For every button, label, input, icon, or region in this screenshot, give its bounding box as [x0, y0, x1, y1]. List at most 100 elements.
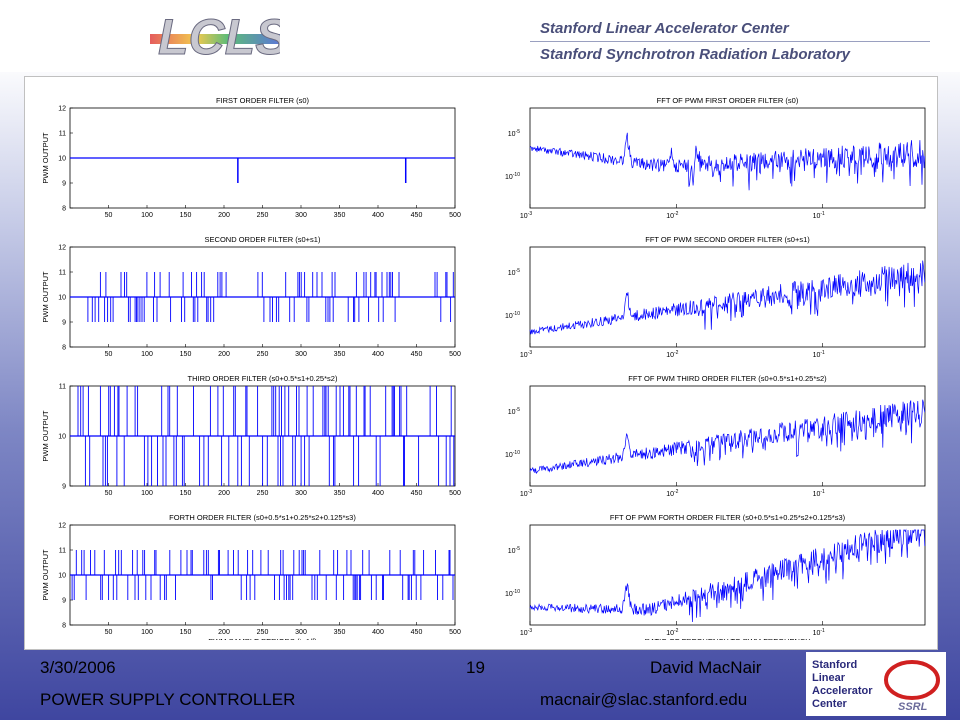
y-tick-label: 9 — [62, 484, 66, 491]
x-tick-label: 100 — [141, 490, 153, 497]
y-tick-label: 12 — [58, 106, 66, 113]
x-tick-label: 10-1 — [813, 489, 825, 498]
x-tick-label: 10-2 — [666, 628, 678, 637]
y-tick-label: 10-10 — [505, 450, 520, 459]
x-tick-label: 500 — [449, 629, 461, 636]
footer-date: 3/30/2006 — [40, 658, 116, 677]
fft-series — [529, 132, 926, 191]
x-tick-label: 300 — [295, 212, 307, 219]
fft-series — [529, 260, 926, 335]
pwm-series — [87, 272, 454, 322]
y-axis-label: PWM OUTPUT — [41, 549, 50, 601]
fft-series — [529, 399, 926, 475]
x-tick-label: 10-1 — [813, 211, 825, 220]
slac-logo-line-3: Accelerator — [812, 685, 873, 697]
x-tick-label: 10-3 — [520, 628, 532, 637]
y-tick-label: 10-10 — [505, 172, 520, 181]
fft-plot-4: FFT OF PWM FORTH ORDER FILTER (s0+0.5*s1… — [505, 513, 926, 640]
ssrl-ring-icon — [884, 660, 940, 700]
x-tick-label: 10-2 — [666, 489, 678, 498]
plot-frame — [529, 246, 926, 348]
pwm-series — [77, 386, 455, 486]
y-tick-label: 12 — [58, 523, 66, 530]
y-tick-label: 10 — [58, 434, 66, 441]
x-tick-label: 100 — [141, 212, 153, 219]
x-tick-label: 50 — [105, 351, 113, 358]
x-tick-label: 250 — [257, 629, 269, 636]
x-tick-label: 400 — [372, 351, 384, 358]
y-tick-label: 10-5 — [508, 129, 520, 138]
x-axis-label: PWM SAMPLE PERIODS (t=1/f) — [208, 637, 317, 640]
y-tick-label: 9 — [62, 181, 66, 188]
x-tick-label: 150 — [180, 629, 192, 636]
y-tick-label: 10-5 — [508, 407, 520, 416]
x-tick-label: 500 — [449, 212, 461, 219]
time-plot-2: SECOND ORDER FILTER (s0+s1) PWM OUTPUT 50 1… — [41, 235, 461, 358]
x-tick-label: 350 — [334, 212, 346, 219]
x-tick-label: 250 — [257, 351, 269, 358]
plot-title: FFT OF PWM FORTH ORDER FILTER (s0+0.5*s1… — [610, 513, 846, 522]
x-tick-label: 100 — [141, 629, 153, 636]
x-tick-label: 450 — [411, 212, 423, 219]
x-tick-label: 500 — [449, 351, 461, 358]
y-tick-label: 11 — [59, 131, 66, 138]
y-tick-label: 10 — [58, 573, 66, 580]
plot-title: SECOND ORDER FILTER (s0+s1) — [205, 235, 321, 244]
y-tick-label: 10-5 — [508, 546, 520, 555]
x-tick-label: 200 — [218, 212, 230, 219]
footer-author: David MacNair — [650, 658, 762, 677]
x-tick-label: 250 — [257, 212, 269, 219]
x-tick-label: 450 — [411, 351, 423, 358]
plot-frame — [529, 524, 926, 626]
y-tick-label: 11 — [59, 384, 66, 391]
fft-plot-2: FFT OF PWM SECOND ORDER FILTER (s0+s1) 10… — [505, 235, 926, 359]
y-tick-label: 11 — [59, 270, 66, 277]
fft-plots: FFT OF PWM FIRST ORDER FILTER (s0) 10-3 10… — [505, 96, 926, 640]
plot-title: FFT OF PWM FIRST ORDER FILTER (s0) — [657, 96, 799, 105]
x-tick-label: 50 — [105, 629, 113, 636]
y-axis-label: PWM OUTPUT — [41, 410, 50, 462]
x-tick-label: 150 — [180, 490, 192, 497]
x-tick-label: 10-2 — [666, 350, 678, 359]
org-divider — [530, 41, 930, 42]
fft-series — [529, 528, 926, 623]
x-tick-label: 10-3 — [520, 350, 532, 359]
plot-title: FFT OF PWM SECOND ORDER FILTER (s0+s1) — [645, 235, 810, 244]
x-tick-label: 450 — [411, 629, 423, 636]
x-tick-label: 400 — [372, 212, 384, 219]
y-tick-label: 8 — [62, 206, 66, 213]
y-axis-label: PWM OUTPUT — [41, 132, 50, 184]
x-tick-label: 350 — [334, 351, 346, 358]
x-tick-label: 400 — [372, 490, 384, 497]
x-tick-label: 10-1 — [813, 350, 825, 359]
y-tick-label: 8 — [62, 345, 66, 352]
time-plot-1: FIRST ORDER FILTER (s0) PWM OUTPUT 50 100 15… — [41, 96, 461, 219]
x-tick-label: 300 — [295, 351, 307, 358]
plot-title: FFT OF PWM THIRD ORDER FILTER (s0+0.5*s1… — [628, 374, 827, 383]
y-tick-label: 11 — [59, 548, 66, 555]
x-tick-label: 10-3 — [520, 211, 532, 220]
time-plot-4: FORTH ORDER FILTER (s0+0.5*s1+0.25*s2+0.… — [41, 513, 461, 640]
fft-plot-1: FFT OF PWM FIRST ORDER FILTER (s0) 10-3 10… — [505, 96, 926, 220]
x-tick-label: 300 — [295, 490, 307, 497]
org-line-1: Stanford Linear Accelerator Center — [540, 20, 789, 37]
x-tick-label: 10-2 — [666, 211, 678, 220]
ssrl-text: SSRL — [898, 701, 928, 713]
x-axis-label: RATIO OF FREQUENCY TO PWM FREQUENCY — [645, 637, 811, 640]
y-tick-label: 10 — [58, 295, 66, 302]
y-tick-label: 9 — [62, 598, 66, 605]
y-tick-label: 10-10 — [505, 589, 520, 598]
x-tick-label: 150 — [180, 212, 192, 219]
x-tick-label: 10-3 — [520, 489, 532, 498]
plot-title: FIRST ORDER FILTER (s0) — [216, 96, 310, 105]
x-tick-label: 200 — [218, 629, 230, 636]
y-tick-label: 10-5 — [508, 268, 520, 277]
logo-text: LCLS — [158, 9, 280, 65]
fft-plot-3: FFT OF PWM THIRD ORDER FILTER (s0+0.5*s1… — [505, 374, 926, 498]
x-tick-label: 250 — [257, 490, 269, 497]
y-tick-label: 10-10 — [505, 311, 520, 320]
y-tick-label: 8 — [62, 623, 66, 630]
y-tick-label: 12 — [58, 245, 66, 252]
y-tick-label: 9 — [62, 320, 66, 327]
y-tick-label: 10 — [58, 156, 66, 163]
